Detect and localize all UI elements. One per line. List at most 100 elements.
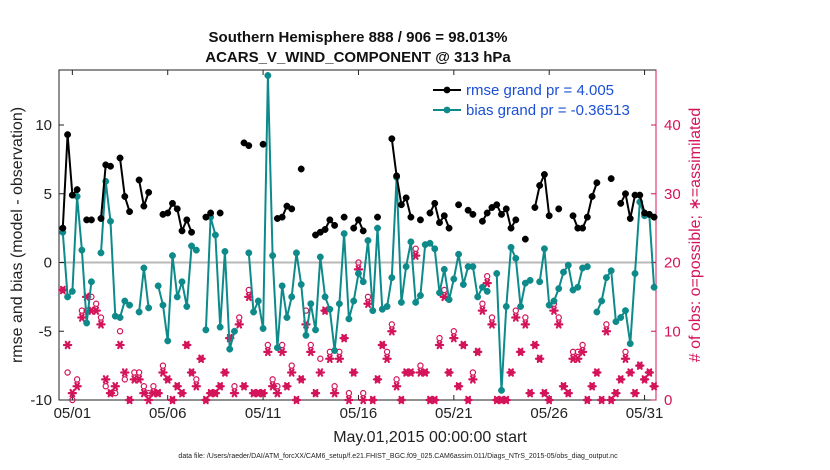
bias-point xyxy=(259,325,267,332)
star-stroke xyxy=(274,388,281,398)
rmse-point xyxy=(355,216,362,224)
obs-possible-point xyxy=(603,321,610,328)
rmse-point xyxy=(278,213,286,221)
axis-ticks: 05/01 05/06 05/11 05/16 05/21 05/26 05/31 -10 -5… xyxy=(30,70,681,422)
bias-point xyxy=(483,287,491,295)
star-stroke xyxy=(613,388,619,398)
x-tick-label: 05/21 xyxy=(435,405,473,422)
star-stroke xyxy=(169,395,176,405)
star-stroke xyxy=(536,354,543,363)
obs-assimilated-point xyxy=(215,382,225,391)
obs-assimilated-point xyxy=(110,382,120,391)
obs-assimilated-point xyxy=(539,388,550,398)
star-stroke xyxy=(298,375,305,384)
obs-possible-point xyxy=(436,334,443,342)
obs-assimilated-point xyxy=(310,388,321,398)
star-stroke xyxy=(217,382,224,391)
obs-assimilated-point xyxy=(220,368,230,377)
obs-possible-point xyxy=(193,376,200,383)
legend: rmse grand pr = 4.005 bias grand pr = -0.… xyxy=(433,82,630,119)
bias-point xyxy=(159,301,167,309)
obs-assimilated-point xyxy=(525,388,535,398)
obs-assimilated-point xyxy=(263,347,273,357)
obs-assimilated-point xyxy=(449,333,459,343)
obs-possible-point xyxy=(112,389,119,397)
star-stroke xyxy=(450,333,457,343)
star-stroke xyxy=(69,388,76,398)
obs-possible-point xyxy=(150,383,157,390)
bias-point xyxy=(116,314,124,321)
obs-assimilated-point xyxy=(649,382,659,391)
rmse-point xyxy=(493,201,501,209)
y-tick-label-left: 5 xyxy=(44,186,52,203)
rmse-point xyxy=(483,209,491,217)
rmse-point xyxy=(68,191,76,199)
obs-assimilated-point xyxy=(406,368,416,377)
bias-point xyxy=(288,293,296,301)
obs-possible-point xyxy=(69,396,76,404)
obs-assimilated-point xyxy=(573,354,583,363)
bias-point xyxy=(564,261,572,269)
obs-possible-point xyxy=(355,259,362,266)
star-stroke xyxy=(479,306,486,315)
y-tick-label-right: 0 xyxy=(664,392,672,409)
obs-assimilated-point xyxy=(286,368,297,377)
rmse-point xyxy=(431,199,439,207)
obs-possible-point xyxy=(469,369,477,376)
rmse-point xyxy=(397,201,405,209)
rmse-point xyxy=(207,209,215,217)
bias-point xyxy=(478,283,486,291)
obs-assimilated-point xyxy=(396,395,407,405)
obs-assimilated-point xyxy=(329,388,340,398)
star-stroke xyxy=(250,388,257,398)
star-stroke xyxy=(188,368,195,377)
star-stroke xyxy=(636,361,643,370)
bias-point xyxy=(607,267,615,275)
star-stroke xyxy=(388,327,395,336)
star-stroke xyxy=(183,340,190,350)
obs-assimilated-point xyxy=(296,375,306,384)
star-stroke xyxy=(417,368,424,377)
star-stroke xyxy=(484,278,491,288)
bias-point xyxy=(512,254,520,262)
bias-point xyxy=(178,278,186,286)
obs-assimilated-point xyxy=(186,368,197,377)
rmse-point xyxy=(126,208,134,216)
obs-assimilated-point xyxy=(439,292,449,302)
star-stroke xyxy=(98,320,104,329)
star-stroke xyxy=(193,382,200,391)
rmse-point xyxy=(297,165,305,173)
rmse-point xyxy=(135,176,143,184)
star-stroke xyxy=(336,354,343,363)
y-tick-label-left: 10 xyxy=(35,117,52,134)
obs-assimilated-point xyxy=(96,320,106,329)
plot-marks xyxy=(58,72,659,405)
rmse-point xyxy=(512,216,520,224)
rmse-point xyxy=(121,193,129,200)
star-stroke xyxy=(112,382,119,391)
bias-point xyxy=(602,274,610,282)
legend-marker xyxy=(443,106,451,114)
rmse-line xyxy=(533,173,551,216)
star-stroke xyxy=(498,395,505,405)
star-stroke xyxy=(117,340,123,350)
obs-possible-point xyxy=(317,355,324,362)
obs-assimilated-point xyxy=(549,306,559,315)
x-axis-label: May.01,2015 00:00:00 start xyxy=(333,429,527,446)
bias-point xyxy=(164,337,172,345)
bias-point xyxy=(450,275,458,283)
star-stroke xyxy=(59,285,66,295)
bias-point xyxy=(278,282,286,290)
bias-point xyxy=(426,239,434,247)
obs-possible-point xyxy=(393,376,400,383)
obs-assimilated-point xyxy=(434,340,445,350)
star-stroke xyxy=(207,388,214,398)
star-stroke xyxy=(589,382,596,391)
obs-assimilated-point xyxy=(58,285,68,295)
rmse-point xyxy=(426,209,434,217)
bias-point xyxy=(321,293,329,301)
obs-assimilated-point xyxy=(558,382,569,391)
obs-assimilated-point xyxy=(430,395,440,405)
rmse-point xyxy=(617,199,625,207)
bias-point xyxy=(140,264,148,272)
